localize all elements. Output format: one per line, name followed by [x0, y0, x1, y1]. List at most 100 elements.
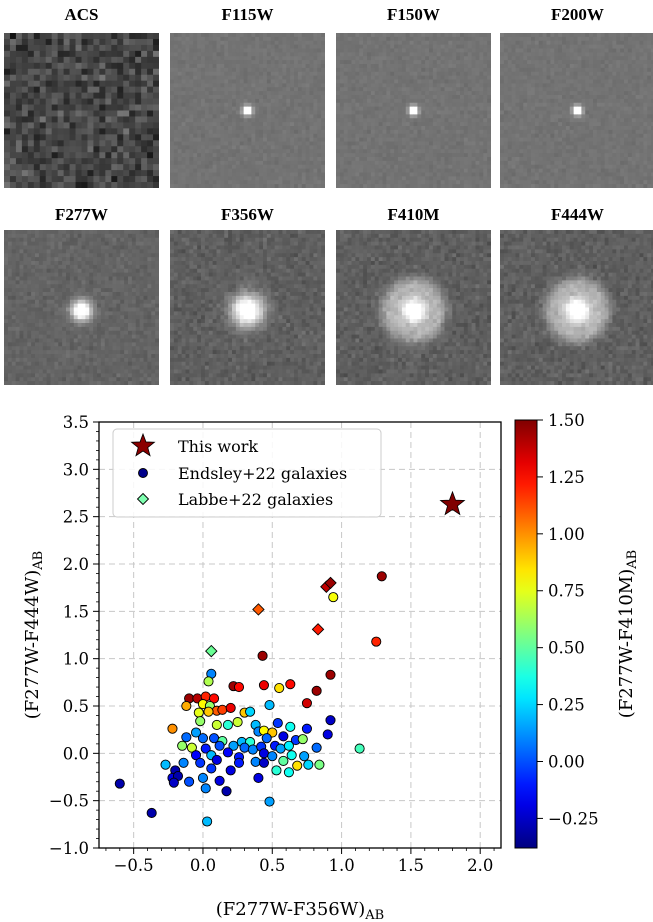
- labbe-galaxy-point: [205, 644, 218, 658]
- endsley-galaxy-point: [245, 706, 256, 717]
- endsley-galaxy-point: [257, 650, 268, 661]
- endsley-galaxy-point: [225, 702, 236, 713]
- endsley-galaxy-point: [328, 592, 339, 603]
- filter-stamp-image: [170, 230, 325, 385]
- endsley-galaxy-point: [211, 754, 222, 766]
- endsley-galaxy-point: [311, 742, 322, 753]
- colorbar-label-main: (F277W-F410M): [616, 569, 637, 718]
- colorbar-tick-label: 0.75: [548, 582, 585, 601]
- endsley-galaxy-point: [258, 680, 270, 691]
- endsley-galaxy-point: [232, 717, 243, 728]
- x-tick-label: 0.5: [259, 856, 285, 875]
- filter-stamp-image: [336, 230, 491, 385]
- endsley-galaxy-point: [299, 751, 310, 762]
- y-tick-label: 1.5: [63, 602, 89, 621]
- y-axis-label: (F277W-F444W)AB: [22, 551, 46, 719]
- filter-stamp-image: [4, 230, 159, 385]
- endsley-galaxy-point: [146, 807, 157, 819]
- legend-circle-marker: [138, 468, 148, 478]
- endsley-galaxy-point: [190, 727, 202, 738]
- x-tick-label: 1.5: [398, 856, 424, 875]
- endsley-galaxy-point: [285, 721, 296, 732]
- endsley-galaxy-point: [225, 765, 236, 776]
- endsley-galaxy-point: [177, 740, 188, 751]
- endsley-galaxy-point: [190, 750, 202, 761]
- endsley-galaxy-point: [239, 742, 250, 753]
- y-axis-label-main: (F277W-F444W): [22, 570, 43, 720]
- endsley-galaxy-point: [285, 679, 296, 690]
- endsley-galaxy-point: [283, 767, 294, 778]
- x-tick-label: −0.5: [114, 856, 154, 875]
- endsley-galaxy-point: [197, 772, 209, 783]
- endsley-galaxy-point: [303, 759, 314, 770]
- endsley-galaxy-point: [222, 747, 233, 758]
- legend-diamond-marker: [136, 492, 150, 506]
- endsley-galaxy-point: [267, 751, 278, 762]
- endsley-galaxy-point: [354, 743, 365, 754]
- filter-stamp-image: [336, 33, 491, 188]
- endsley-galaxy-point: [209, 693, 220, 704]
- endsley-galaxy-point: [181, 700, 192, 712]
- legend-label: Endsley+22 galaxies: [178, 464, 347, 483]
- legend-label: This work: [178, 437, 258, 456]
- endsley-galaxy-point: [193, 707, 204, 718]
- endsley-galaxy-point: [178, 757, 189, 768]
- endsley-galaxy-point: [250, 756, 261, 767]
- filter-stamp-image: [4, 33, 159, 188]
- endsley-galaxy-point: [228, 740, 239, 751]
- y-tick-label: −0.5: [49, 792, 89, 811]
- endsley-galaxy-point: [258, 748, 270, 759]
- filter-stamp-image: [170, 33, 325, 188]
- filter-stamp-image: [500, 230, 653, 385]
- x-tick-label: 0.0: [190, 856, 216, 875]
- data-points: [114, 490, 466, 827]
- endsley-galaxy-point: [217, 704, 228, 715]
- colorbar-tick-label: 0.00: [548, 752, 585, 771]
- endsley-galaxy-point: [181, 732, 192, 743]
- endsley-galaxy-point: [371, 636, 382, 647]
- y-tick-label: −1.0: [49, 839, 89, 858]
- endsley-galaxy-point: [272, 717, 283, 729]
- endsley-galaxy-point: [167, 723, 178, 734]
- endsley-galaxy-point: [325, 669, 336, 680]
- labbe-galaxy-point: [324, 576, 337, 590]
- color-color-diagram: −0.5 0.0 0.5 1.0 1.5 2.0 −1.0 −0.5 0.0 0.5 1.0 1.5 2…: [22, 411, 640, 922]
- endsley-galaxy-point: [301, 698, 312, 709]
- stamp-label: F150W: [387, 5, 440, 24]
- filter-stamp-image: [500, 33, 653, 188]
- endsley-galaxy-point: [114, 778, 125, 789]
- endsley-galaxy-point: [195, 757, 206, 768]
- endsley-galaxy-point: [322, 729, 333, 740]
- stamp-label: F444W: [551, 205, 604, 224]
- endsley-galaxy-point: [221, 786, 232, 797]
- endsley-galaxy-point: [301, 723, 312, 734]
- endsley-galaxy-point: [202, 816, 213, 827]
- y-tick-label: 2.5: [63, 508, 89, 527]
- stamp-label: F356W: [221, 205, 274, 224]
- endsley-galaxy-point: [297, 734, 308, 745]
- legend-star-marker: [130, 432, 156, 457]
- colorbar-tick-label: 0.50: [548, 639, 585, 658]
- colorbar-tick-label: 1.25: [548, 468, 585, 487]
- colorbar-tick-label: 1.00: [548, 525, 585, 544]
- endsley-galaxy-point: [278, 755, 289, 766]
- x-axis-label-main: (F277W-F356W): [216, 899, 366, 920]
- axes: −0.5 0.0 0.5 1.0 1.5 2.0 −1.0 −0.5 0.0 0.5 1.0 1.5 2…: [49, 413, 495, 875]
- colorbar-tick-label: 0.25: [548, 696, 585, 715]
- legend-box: [112, 428, 382, 518]
- endsley-galaxy-point: [233, 757, 245, 768]
- endsley-galaxy-point: [214, 740, 225, 751]
- legend-label: Labbe+22 galaxies: [178, 490, 333, 509]
- y-axis-label-subscript: AB: [31, 551, 46, 571]
- endsley-galaxy-point: [253, 772, 264, 783]
- stamp-label: ACS: [64, 5, 99, 24]
- endsley-galaxy-point: [203, 676, 214, 687]
- endsley-galaxy-point: [233, 682, 245, 693]
- stamp-label: F410M: [387, 205, 440, 224]
- this-work-star: [439, 490, 466, 516]
- labbe-galaxy-point: [252, 603, 265, 616]
- endsley-galaxy-point: [286, 750, 297, 761]
- x-axis-label-subscript: AB: [364, 908, 384, 922]
- colorbar: [514, 419, 538, 849]
- labbe-galaxy-point: [311, 623, 325, 636]
